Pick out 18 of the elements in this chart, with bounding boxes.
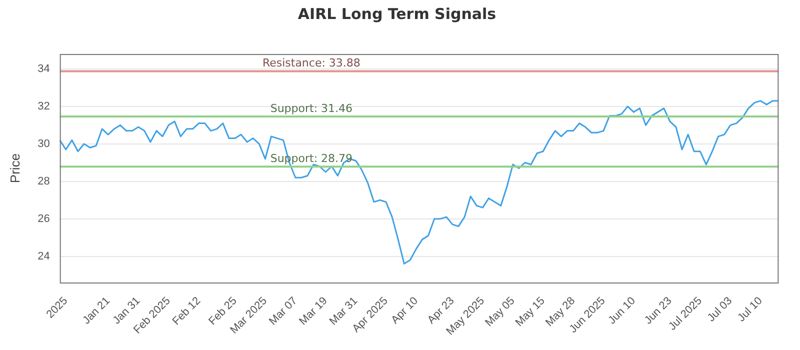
- y-tick-label: 32: [38, 100, 50, 112]
- y-axis-title: Price: [7, 153, 22, 184]
- ref-line-label: Support: 31.46: [270, 102, 353, 115]
- chart-title: AIRL Long Term Signals: [298, 4, 496, 23]
- y-tick-label: 28: [38, 175, 50, 188]
- x-tick-label: Mar 19: [297, 294, 330, 328]
- y-tick-label: 30: [38, 138, 50, 150]
- x-tick-label: Jul 03: [705, 294, 735, 324]
- x-tick-label: Jul 10: [736, 294, 765, 324]
- y-tick-label: 26: [38, 212, 50, 225]
- x-tick-label: Jan 21: [80, 294, 112, 327]
- x-tick-label: Apr 10: [389, 294, 420, 326]
- x-tick-label: Mar 07: [266, 294, 300, 328]
- ref-line-label: Resistance: 33.88: [262, 56, 360, 70]
- x-tick-label: Feb 12: [170, 294, 204, 328]
- y-tick-label: 34: [38, 63, 50, 76]
- x-tick-label: Jun 10: [606, 294, 638, 327]
- y-tick-label: 24: [38, 250, 50, 262]
